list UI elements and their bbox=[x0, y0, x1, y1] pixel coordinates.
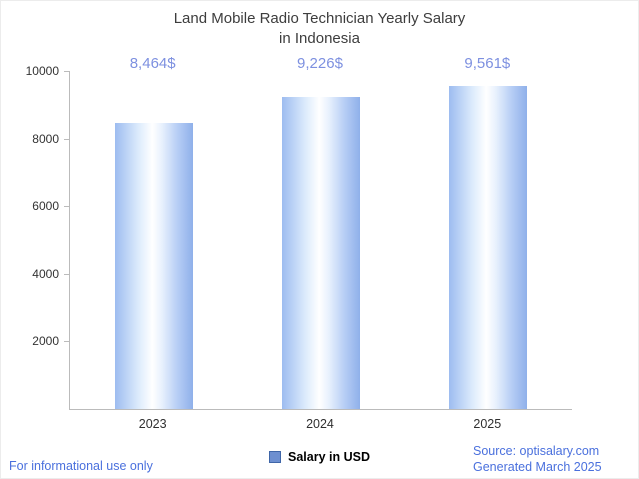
value-label-2025: 9,561$ bbox=[464, 55, 511, 72]
bar-2023 bbox=[114, 123, 193, 409]
chart-title-line1: Land Mobile Radio Technician Yearly Sala… bbox=[173, 10, 466, 27]
legend-swatch bbox=[269, 451, 281, 463]
value-labels: 8,464$ 9,226$ 9,561$ bbox=[69, 55, 571, 73]
y-tick-mark bbox=[64, 341, 69, 343]
y-tick-label-2000: 2000 bbox=[32, 334, 59, 349]
x-tick-label-2023: 2023 bbox=[138, 417, 167, 431]
generated-line: Generated March 2025 bbox=[473, 460, 602, 474]
legend: Salary in USD bbox=[1, 448, 638, 466]
y-tick-label-10000: 10000 bbox=[25, 64, 59, 78]
y-tick-label-4000: 4000 bbox=[32, 266, 59, 281]
plot-area bbox=[69, 71, 572, 410]
disclaimer: For informational use only bbox=[9, 459, 153, 473]
y-tick-mark bbox=[64, 273, 69, 275]
y-tick-mark bbox=[64, 206, 69, 208]
source-line: Source: optisalary.com bbox=[473, 444, 600, 458]
y-tick-mark bbox=[64, 71, 69, 72]
y-tick-label-8000: 8000 bbox=[32, 131, 59, 146]
chart-title: Land Mobile Radio Technician Yearly Sala… bbox=[1, 9, 638, 50]
chart-title-line2: in Indonesia bbox=[279, 30, 360, 48]
bar-2024 bbox=[282, 97, 360, 409]
y-tick-mark bbox=[64, 138, 69, 140]
y-axis: 2000 4000 6000 8000 10000 bbox=[1, 64, 69, 409]
source-note: Source: optisalary.com Generated March 2… bbox=[473, 443, 602, 475]
x-tick-label-2025: 2025 bbox=[473, 417, 502, 431]
value-label-2024: 9,226$ bbox=[297, 55, 343, 72]
x-axis-labels: 2023 2024 2025 bbox=[69, 417, 571, 433]
x-tick-label-2024: 2024 bbox=[306, 417, 334, 431]
value-label-2023: 8,464$ bbox=[129, 55, 176, 72]
y-tick-label-6000: 6000 bbox=[32, 199, 59, 214]
bar-2025 bbox=[449, 86, 528, 409]
legend-label: Salary in USD bbox=[288, 450, 370, 464]
